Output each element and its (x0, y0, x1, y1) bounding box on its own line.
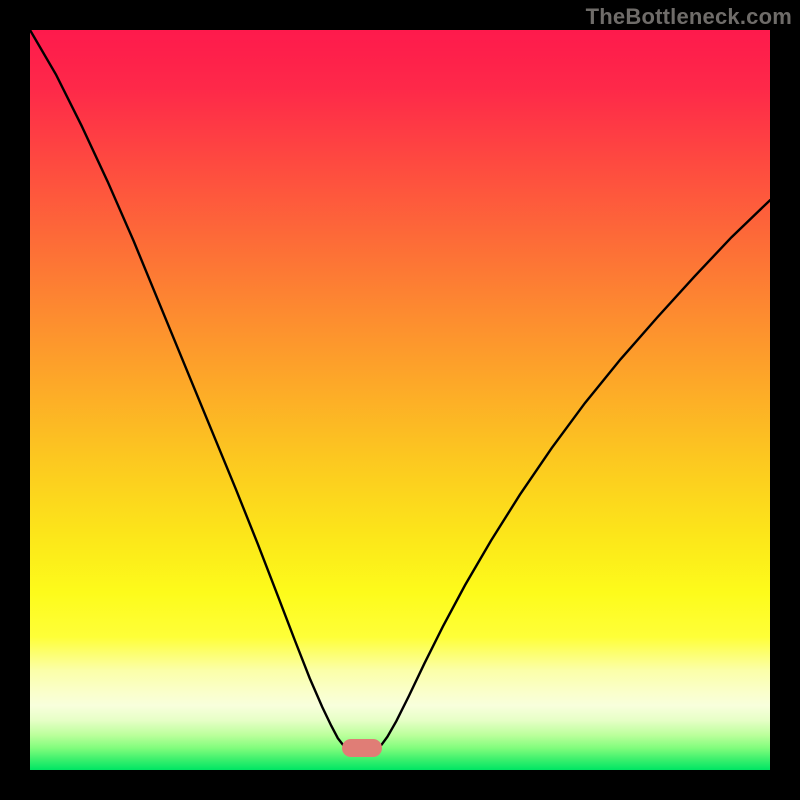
plot-area (30, 30, 770, 770)
watermark-text: TheBottleneck.com (586, 4, 792, 30)
gradient-background (30, 30, 770, 770)
optimum-marker (342, 739, 382, 757)
chart-svg (30, 30, 770, 770)
